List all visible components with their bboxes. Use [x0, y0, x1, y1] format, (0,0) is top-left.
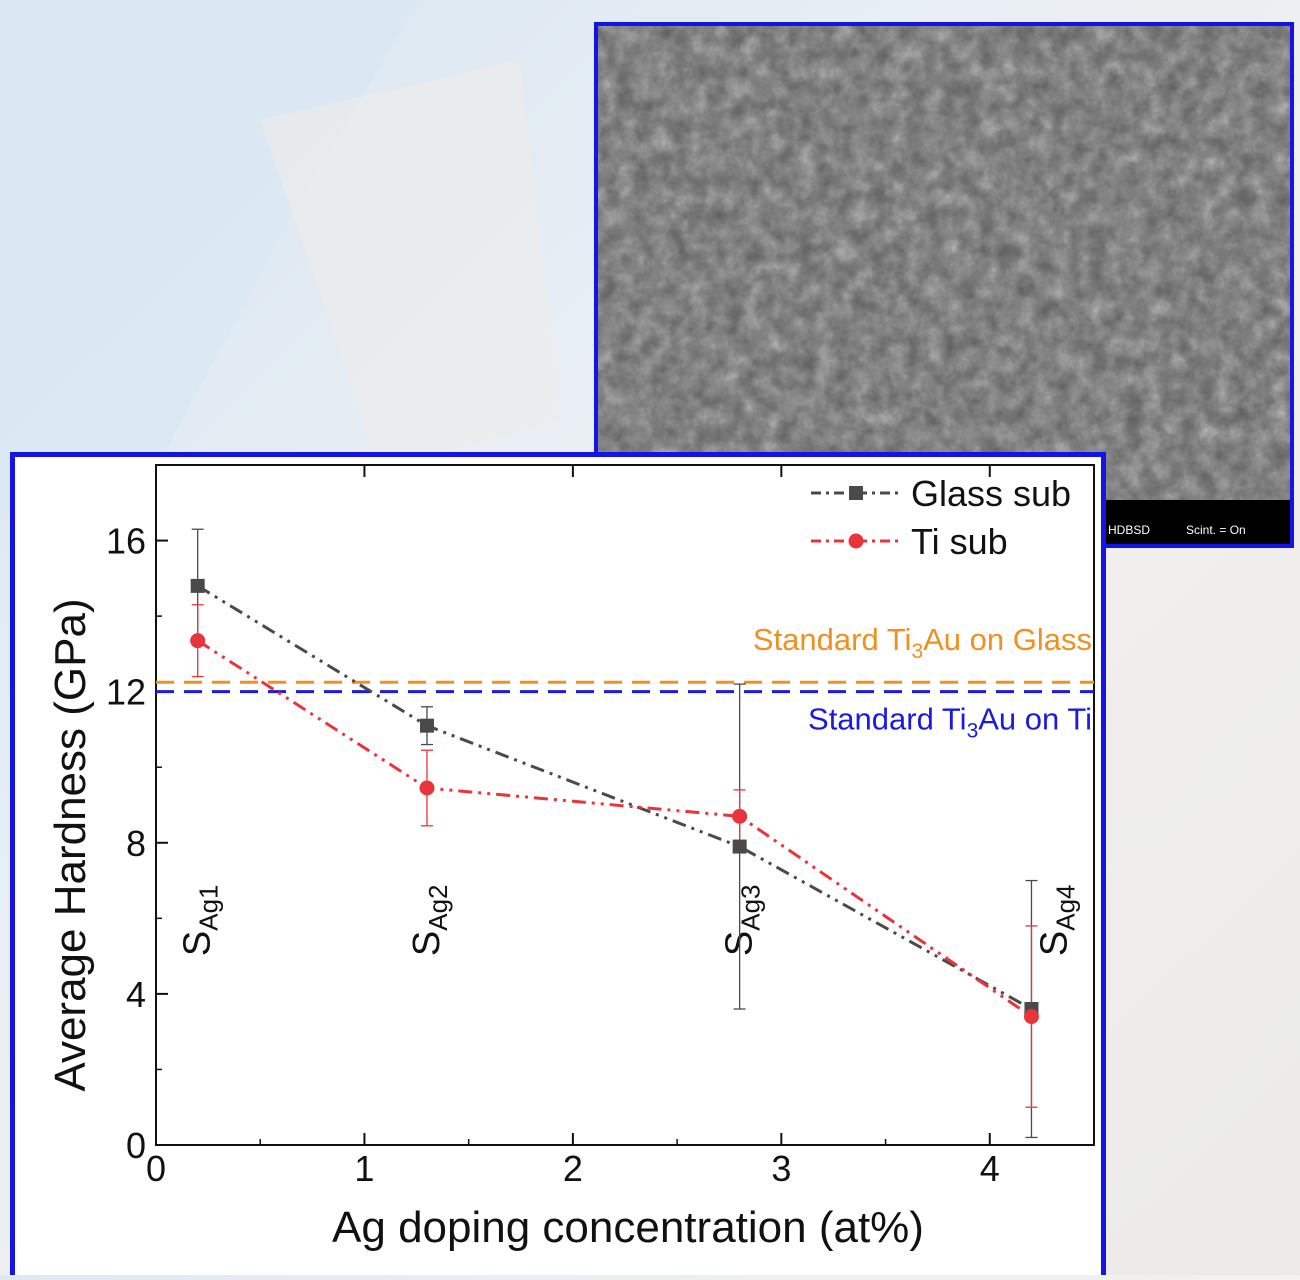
y-tick-label: 16 [106, 521, 146, 562]
plot-frame [155, 464, 1095, 1146]
y-tick-label: 4 [126, 974, 146, 1015]
sample-label: SAg2 [406, 884, 453, 956]
y-tick-label: 8 [126, 823, 146, 864]
data-point [190, 578, 205, 593]
x-tick-label: 1 [354, 1148, 374, 1189]
data-point [732, 808, 748, 824]
data-point [732, 839, 747, 854]
x-tick-label: 2 [563, 1148, 583, 1189]
data-point [419, 718, 434, 733]
legend-marker [848, 533, 864, 549]
sem-scint-label: Scint. = On [1186, 523, 1246, 537]
sample-label: SAg3 [719, 884, 766, 956]
data-point [1023, 1009, 1039, 1025]
x-tick-label: 0 [146, 1148, 166, 1189]
series-line [196, 639, 1033, 1018]
legend-label: Ti sub [911, 521, 1008, 562]
sample-label: SAg4 [1033, 884, 1080, 956]
y-tick-label: 12 [106, 672, 146, 713]
x-tick-label: 3 [771, 1148, 791, 1189]
legend-marker [849, 486, 863, 500]
sample-label: SAg1 [177, 884, 224, 956]
data-point [419, 780, 435, 796]
sem-micrograph-inset: HDBSD Scint. = On [594, 22, 1294, 548]
x-tick-label: 4 [980, 1148, 1000, 1189]
x-axis-label: Ag doping concentration (at%) [332, 1203, 924, 1252]
legend-label: Glass sub [911, 473, 1071, 514]
sem-detector-label: HDBSD [1108, 523, 1151, 537]
y-axis-label: Average Hardness (GPa) [46, 598, 95, 1091]
hardness-chart-panel: 0 1 2 3 4 0 4 8 12 16 Standard Ti3Au on Glass Stand… [10, 452, 1106, 1275]
y-tick-label: 0 [126, 1125, 146, 1166]
data-point [190, 633, 206, 649]
series-line [196, 584, 1033, 1011]
reference-line-label: Standard Ti3Au on Glass [753, 622, 1092, 663]
reference-line-label: Standard Ti3Au on Ti [808, 702, 1092, 743]
sem-micrograph-image [598, 26, 1290, 500]
